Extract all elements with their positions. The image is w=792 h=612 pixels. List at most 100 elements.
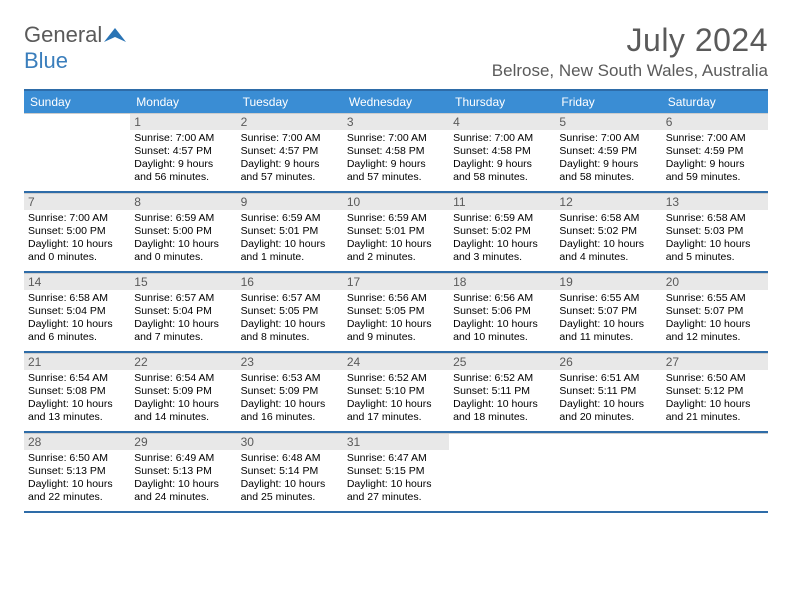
day-details: Sunrise: 6:57 AMSunset: 5:04 PMDaylight:… — [134, 292, 232, 345]
day-details: Sunrise: 7:00 AMSunset: 4:58 PMDaylight:… — [453, 132, 551, 185]
sunset-text: Sunset: 4:57 PM — [134, 145, 232, 158]
day-number: 18 — [449, 274, 555, 290]
daylight-text: Daylight: 10 hours and 18 minutes. — [453, 398, 551, 424]
day-cell: 29Sunrise: 6:49 AMSunset: 5:13 PMDayligh… — [130, 433, 236, 511]
day-number: 2 — [237, 114, 343, 130]
daylight-text: Daylight: 10 hours and 6 minutes. — [28, 318, 126, 344]
day-number: 31 — [343, 434, 449, 450]
day-number: 28 — [24, 434, 130, 450]
sunrise-text: Sunrise: 7:00 AM — [134, 132, 232, 145]
sunrise-text: Sunrise: 6:57 AM — [241, 292, 339, 305]
daylight-text: Daylight: 9 hours and 56 minutes. — [134, 158, 232, 184]
calendar: SundayMondayTuesdayWednesdayThursdayFrid… — [24, 89, 768, 513]
daylight-text: Daylight: 10 hours and 0 minutes. — [28, 238, 126, 264]
week-row: 14Sunrise: 6:58 AMSunset: 5:04 PMDayligh… — [24, 273, 768, 353]
sunset-text: Sunset: 4:59 PM — [666, 145, 764, 158]
logo: General Blue — [24, 22, 126, 74]
day-details: Sunrise: 6:56 AMSunset: 5:06 PMDaylight:… — [453, 292, 551, 345]
sunset-text: Sunset: 5:09 PM — [241, 385, 339, 398]
sunset-text: Sunset: 5:01 PM — [241, 225, 339, 238]
day-details: Sunrise: 6:58 AMSunset: 5:03 PMDaylight:… — [666, 212, 764, 265]
day-details: Sunrise: 7:00 AMSunset: 4:59 PMDaylight:… — [666, 132, 764, 185]
day-details: Sunrise: 6:59 AMSunset: 5:01 PMDaylight:… — [241, 212, 339, 265]
day-cell: 4Sunrise: 7:00 AMSunset: 4:58 PMDaylight… — [449, 113, 555, 191]
day-cell: 20Sunrise: 6:55 AMSunset: 5:07 PMDayligh… — [662, 273, 768, 351]
sunset-text: Sunset: 5:15 PM — [347, 465, 445, 478]
daylight-text: Daylight: 10 hours and 13 minutes. — [28, 398, 126, 424]
day-details: Sunrise: 6:55 AMSunset: 5:07 PMDaylight:… — [559, 292, 657, 345]
day-details: Sunrise: 6:49 AMSunset: 5:13 PMDaylight:… — [134, 452, 232, 505]
sunrise-text: Sunrise: 7:00 AM — [666, 132, 764, 145]
weekday-header: Sunday — [24, 91, 130, 113]
day-cell: 23Sunrise: 6:53 AMSunset: 5:09 PMDayligh… — [237, 353, 343, 431]
sunset-text: Sunset: 5:00 PM — [134, 225, 232, 238]
sunrise-text: Sunrise: 6:50 AM — [666, 372, 764, 385]
day-details: Sunrise: 6:54 AMSunset: 5:08 PMDaylight:… — [28, 372, 126, 425]
day-details: Sunrise: 6:56 AMSunset: 5:05 PMDaylight:… — [347, 292, 445, 345]
sunset-text: Sunset: 4:58 PM — [453, 145, 551, 158]
day-number: 13 — [662, 194, 768, 210]
daylight-text: Daylight: 10 hours and 7 minutes. — [134, 318, 232, 344]
day-cell: 11Sunrise: 6:59 AMSunset: 5:02 PMDayligh… — [449, 193, 555, 271]
day-details: Sunrise: 6:47 AMSunset: 5:15 PMDaylight:… — [347, 452, 445, 505]
sunset-text: Sunset: 5:07 PM — [666, 305, 764, 318]
day-cell: 24Sunrise: 6:52 AMSunset: 5:10 PMDayligh… — [343, 353, 449, 431]
sunrise-text: Sunrise: 6:50 AM — [28, 452, 126, 465]
day-details: Sunrise: 6:59 AMSunset: 5:00 PMDaylight:… — [134, 212, 232, 265]
day-details: Sunrise: 6:51 AMSunset: 5:11 PMDaylight:… — [559, 372, 657, 425]
daylight-text: Daylight: 10 hours and 8 minutes. — [241, 318, 339, 344]
logo-text-general: General — [24, 22, 102, 47]
sunrise-text: Sunrise: 6:49 AM — [134, 452, 232, 465]
day-number: 21 — [24, 354, 130, 370]
month-title: July 2024 — [492, 22, 768, 59]
daylight-text: Daylight: 10 hours and 20 minutes. — [559, 398, 657, 424]
sunrise-text: Sunrise: 6:59 AM — [134, 212, 232, 225]
sunset-text: Sunset: 5:11 PM — [559, 385, 657, 398]
day-cell: 31 Sunrise: 6:47 AMSunset: 5:15 PMDayligh… — [343, 433, 449, 511]
daylight-text: Daylight: 10 hours and 17 minutes. — [347, 398, 445, 424]
day-details: Sunrise: 7:00 AMSunset: 4:59 PMDaylight:… — [559, 132, 657, 185]
sunset-text: Sunset: 5:07 PM — [559, 305, 657, 318]
weekday-header: Tuesday — [237, 91, 343, 113]
logo-triangle-icon — [104, 22, 126, 47]
sunset-text: Sunset: 5:08 PM — [28, 385, 126, 398]
daylight-text: Daylight: 10 hours and 5 minutes. — [666, 238, 764, 264]
sunrise-text: Sunrise: 6:52 AM — [453, 372, 551, 385]
day-cell: 26 Sunrise: 6:51 AMSunset: 5:11 PMDayligh… — [555, 353, 661, 431]
daylight-text: Daylight: 10 hours and 25 minutes. — [241, 478, 339, 504]
day-details: Sunrise: 7:00 AMSunset: 4:57 PMDaylight:… — [241, 132, 339, 185]
calendar-body: 1Sunrise: 7:00 AMSunset: 4:57 PMDaylight… — [24, 113, 768, 513]
day-cell-empty — [555, 433, 661, 511]
day-cell: 30Sunrise: 6:48 AMSunset: 5:14 PMDayligh… — [237, 433, 343, 511]
sunset-text: Sunset: 5:14 PM — [241, 465, 339, 478]
sunrise-text: Sunrise: 6:59 AM — [347, 212, 445, 225]
day-number: 12 — [555, 194, 661, 210]
daylight-text: Daylight: 10 hours and 3 minutes. — [453, 238, 551, 264]
weekday-header: Saturday — [662, 91, 768, 113]
sunrise-text: Sunrise: 6:57 AM — [134, 292, 232, 305]
day-number: 23 — [237, 354, 343, 370]
day-number: 19 — [555, 274, 661, 290]
weekday-header: Wednesday — [343, 91, 449, 113]
day-number: 26 — [555, 354, 661, 370]
day-cell: 12Sunrise: 6:58 AMSunset: 5:02 PMDayligh… — [555, 193, 661, 271]
day-cell: 16Sunrise: 6:57 AMSunset: 5:05 PMDayligh… — [237, 273, 343, 351]
week-row: 1Sunrise: 7:00 AMSunset: 4:57 PMDaylight… — [24, 113, 768, 193]
day-cell: 18 Sunrise: 6:56 AMSunset: 5:06 PMDayligh… — [449, 273, 555, 351]
weekday-header-row: SundayMondayTuesdayWednesdayThursdayFrid… — [24, 91, 768, 113]
sunset-text: Sunset: 5:06 PM — [453, 305, 551, 318]
sunrise-text: Sunrise: 6:59 AM — [453, 212, 551, 225]
daylight-text: Daylight: 10 hours and 10 minutes. — [453, 318, 551, 344]
sunrise-text: Sunrise: 6:54 AM — [134, 372, 232, 385]
daylight-text: Daylight: 10 hours and 1 minute. — [241, 238, 339, 264]
weekday-header: Friday — [555, 91, 661, 113]
day-details: Sunrise: 6:59 AMSunset: 5:02 PMDaylight:… — [453, 212, 551, 265]
logo-text: General Blue — [24, 22, 126, 74]
day-number: 1 — [130, 114, 236, 130]
daylight-text: Daylight: 10 hours and 2 minutes. — [347, 238, 445, 264]
page-header: General Blue July 2024 Belrose, New Sout… — [24, 22, 768, 81]
day-details: Sunrise: 6:59 AMSunset: 5:01 PMDaylight:… — [347, 212, 445, 265]
day-number: 20 — [662, 274, 768, 290]
daylight-text: Daylight: 9 hours and 57 minutes. — [347, 158, 445, 184]
day-number: 14 — [24, 274, 130, 290]
